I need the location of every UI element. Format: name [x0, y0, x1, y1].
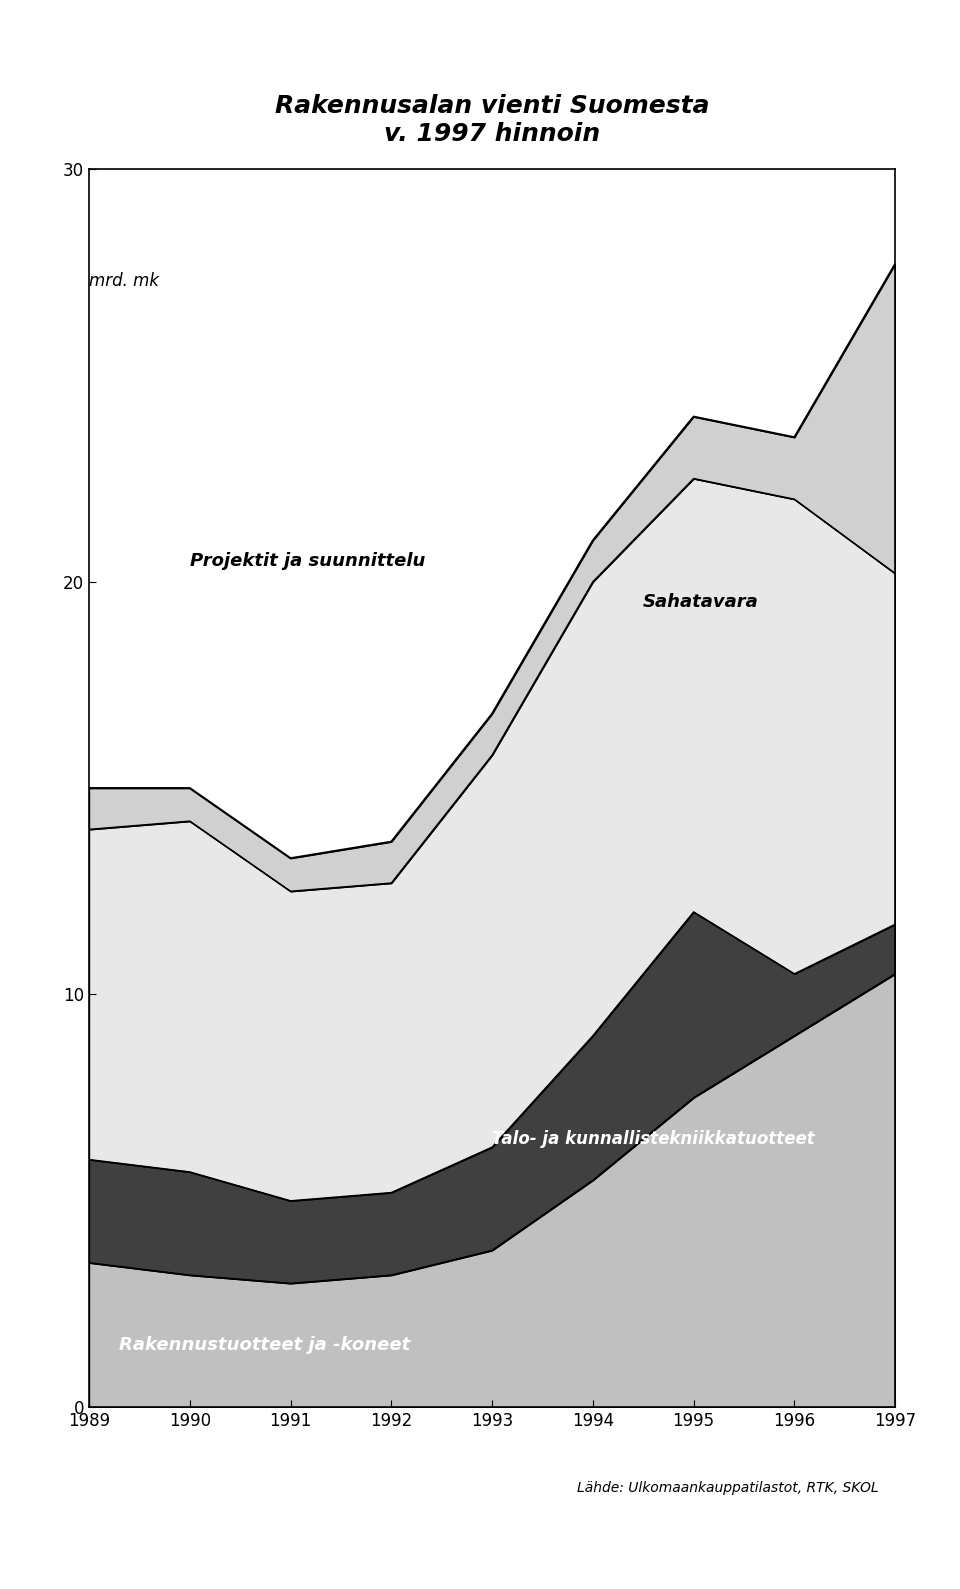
Title: Rakennusalan vienti Suomesta
v. 1997 hinnoin: Rakennusalan vienti Suomesta v. 1997 hin… — [275, 94, 709, 146]
Text: Lähde: Ulkomaankauppatilastot, RTK, SKOL: Lähde: Ulkomaankauppatilastot, RTK, SKOL — [577, 1481, 879, 1495]
Text: Projektit ja suunnittelu: Projektit ja suunnittelu — [190, 551, 425, 570]
Text: Sahatavara: Sahatavara — [643, 593, 759, 612]
Text: Talo- ja kunnallistekniikkatuotteet: Talo- ja kunnallistekniikkatuotteet — [492, 1130, 815, 1147]
Text: Rakennustuotteet ja -koneet: Rakennustuotteet ja -koneet — [119, 1336, 411, 1354]
Text: mrd. mk: mrd. mk — [89, 272, 159, 291]
